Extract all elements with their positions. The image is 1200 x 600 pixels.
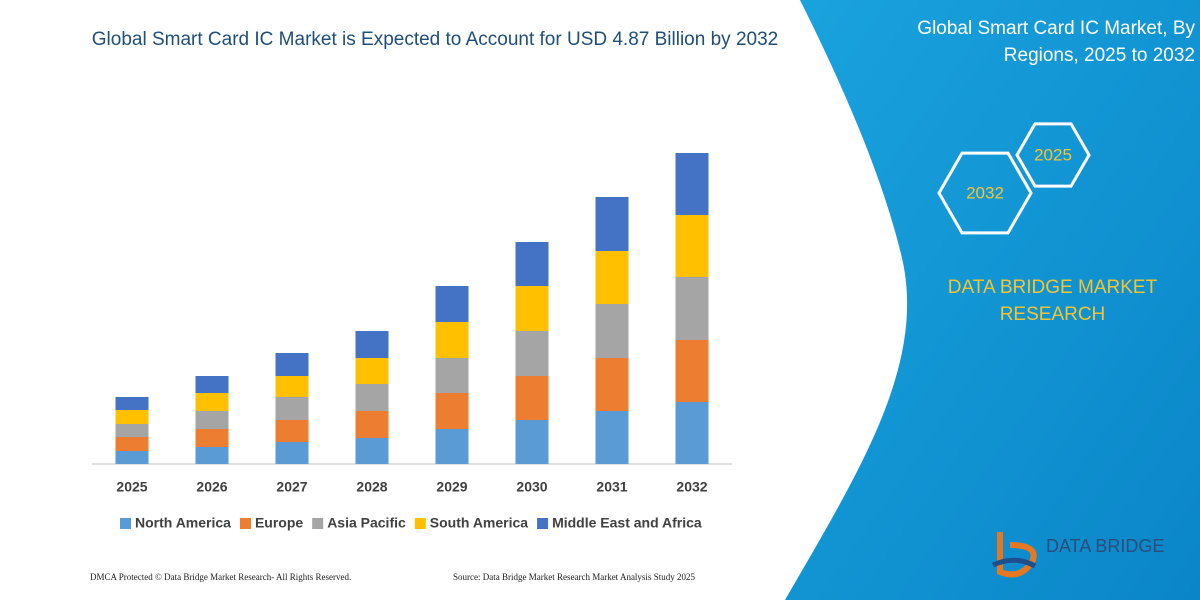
legend-swatch — [537, 518, 549, 529]
bar-segment — [115, 410, 149, 424]
bar-segment — [595, 411, 629, 464]
bar-segment — [355, 411, 389, 438]
legend-swatch — [239, 518, 251, 529]
legend-swatch — [120, 518, 131, 529]
x-tick-label: 2027 — [276, 479, 307, 495]
bar-segment — [435, 429, 469, 464]
chart-title: Global Smart Card IC Market is Expected … — [91, 29, 779, 50]
bar-segment — [115, 424, 149, 437]
hexagon-label: 2025 — [1034, 145, 1072, 164]
hexagon-label: 2032 — [966, 183, 1004, 202]
x-tick-label: 2030 — [516, 479, 547, 495]
bar-segment — [195, 411, 229, 429]
footer-left: DMCA Protected © Data Bridge Market Rese… — [90, 572, 351, 582]
bar-segment — [675, 340, 709, 402]
bar-segment — [115, 397, 149, 410]
bar-segment — [595, 197, 629, 251]
bar-segment — [595, 304, 629, 358]
bar-segment — [275, 376, 309, 397]
bar-segment — [275, 420, 309, 442]
bar-segment — [275, 397, 309, 420]
bar-segment — [355, 438, 389, 464]
bar-segment — [195, 376, 229, 393]
bar-segment — [195, 429, 229, 447]
bar-segment — [515, 286, 549, 331]
x-tick-label: 2028 — [356, 479, 387, 495]
bar-segment — [515, 331, 549, 376]
bar-segment — [675, 402, 709, 464]
bar-segment — [115, 437, 149, 451]
hexagon — [937, 151, 1033, 235]
bar-segment — [515, 376, 549, 420]
x-tick-label: 2026 — [196, 479, 227, 495]
bar-segment — [435, 393, 469, 429]
side-panel — [785, 0, 1200, 600]
bar-segment — [115, 451, 149, 464]
panel-title: Global Smart Card IC Market, By Regions,… — [917, 18, 1195, 66]
bar-segment — [435, 286, 469, 322]
bar-segment — [275, 442, 309, 464]
legend-label: North America — [135, 515, 231, 531]
bar-segment — [435, 358, 469, 393]
legend-swatch — [312, 518, 324, 529]
bar-segment — [355, 384, 389, 411]
bar-segment — [675, 215, 709, 277]
bar-segment — [675, 153, 709, 215]
logo-mark — [991, 557, 1037, 569]
brand: DATA BRIDGE MARKET RESEARCH — [947, 277, 1158, 325]
bar-segment — [595, 358, 629, 411]
bar-segment — [275, 353, 309, 376]
legend-label: Europe — [255, 515, 303, 531]
bar-segment — [435, 322, 469, 358]
bar-segment — [595, 251, 629, 304]
logo-text: DATA BRIDGE — [1046, 536, 1164, 556]
legend-swatch — [414, 518, 426, 529]
bar-segment — [515, 420, 549, 464]
bar-segment — [515, 242, 549, 286]
legend-label: Asia Pacific — [327, 515, 406, 531]
x-tick-label: 2029 — [436, 479, 467, 495]
x-tick-label: 2032 — [676, 479, 707, 495]
legend-label: Middle East and Africa — [552, 515, 702, 531]
footer-right: Source: Data Bridge Market Research Mark… — [453, 572, 695, 582]
hexagon — [1015, 122, 1091, 188]
bar-segment — [675, 277, 709, 340]
bar-segment — [355, 358, 389, 384]
x-tick-label: 2025 — [116, 479, 147, 495]
bar-segment — [195, 393, 229, 411]
legend-label: South America — [430, 515, 528, 531]
bar-segment — [195, 447, 229, 464]
x-tick-label: 2031 — [596, 479, 627, 495]
bar-segment — [355, 331, 389, 358]
